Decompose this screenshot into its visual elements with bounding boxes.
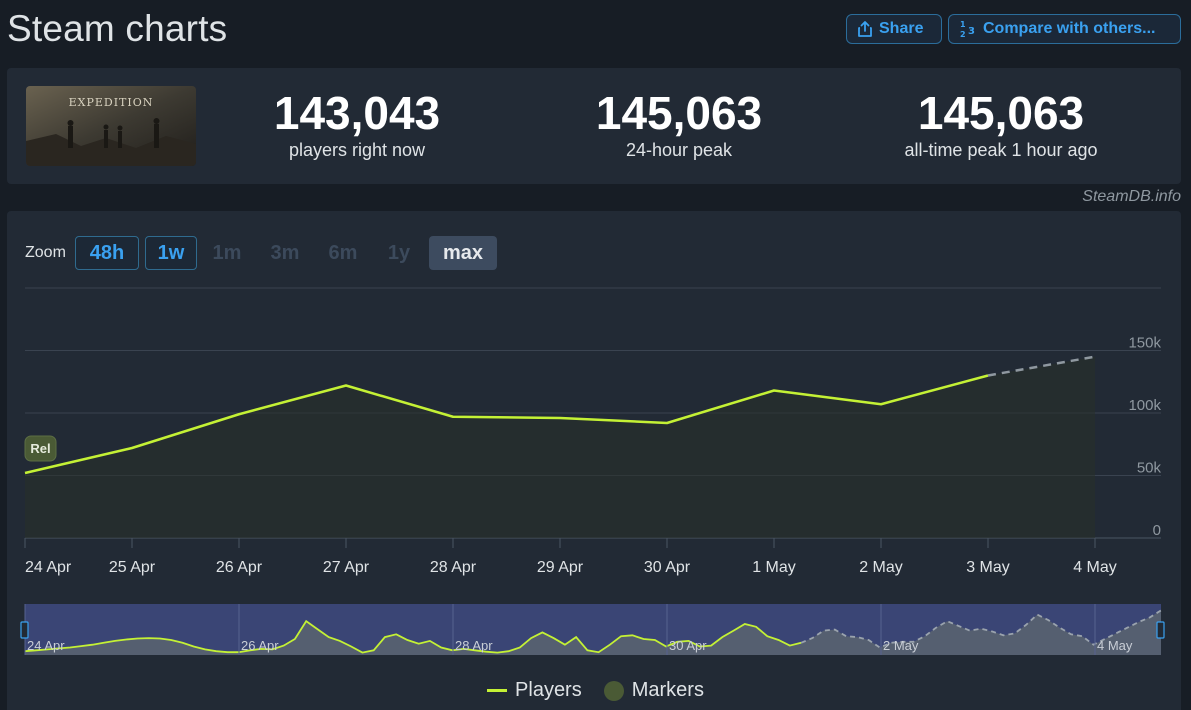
- marker-badge: [24, 435, 57, 462]
- stats-panel: EXPEDITION 143,043 players right now 145…: [7, 68, 1181, 184]
- players-series: Rel: [24, 355, 1096, 538]
- navigator: 24 Apr 26 Apr 28 Apr 30 Apr 2 May 4 May: [20, 604, 1165, 655]
- stat-24h-peak: 145,063 24-hour peak: [519, 88, 839, 161]
- share-button[interactable]: Share: [846, 14, 942, 44]
- navigator-tick-label: 26 Apr: [241, 638, 279, 653]
- release-marker: Rel: [24, 435, 57, 462]
- brand-label: SteamDB.info: [1082, 188, 1181, 205]
- zoom-1w-button[interactable]: 1w: [145, 236, 197, 270]
- x-tick-label: 1 May: [752, 559, 796, 576]
- navigator-tick-label: 4 May: [1097, 638, 1133, 653]
- zoom-3m-button[interactable]: 3m: [270, 241, 300, 264]
- chart-legend: Players Markers: [0, 679, 1191, 702]
- navigator-tick-label: 24 Apr: [27, 638, 65, 653]
- zoom-max-button[interactable]: max: [429, 236, 497, 270]
- y-tick-label: 0: [1153, 522, 1161, 539]
- x-tick-label: 4 May: [1073, 559, 1117, 576]
- x-tick-label: 3 May: [966, 559, 1010, 576]
- share-label: Share: [879, 20, 924, 37]
- game-capsule-image[interactable]: EXPEDITION: [26, 86, 196, 166]
- compare-label: Compare with others...: [983, 20, 1156, 37]
- compare-icon: 1 2 3: [960, 20, 975, 39]
- navigator-tick-label: 28 Apr: [455, 638, 493, 653]
- legend-markers[interactable]: Markers: [603, 679, 704, 702]
- zoom-1y-button[interactable]: 1y: [387, 241, 411, 264]
- navigator-line: [24, 619, 802, 654]
- navigator-tick-label: 2 May: [883, 638, 919, 653]
- svg-text:2: 2: [960, 30, 966, 39]
- navigator-forecast-line: [800, 609, 1162, 649]
- compare-button[interactable]: 1 2 3 Compare with others...: [948, 14, 1181, 44]
- y-axis-ticks: 0 50k 100k 150k: [1128, 335, 1161, 540]
- marker-label: Rel: [30, 441, 50, 456]
- svg-text:3: 3: [968, 26, 975, 37]
- legend-players[interactable]: Players: [487, 679, 582, 702]
- navigator-area: [25, 610, 1161, 655]
- markers-swatch: [603, 680, 624, 701]
- players-swatch: [487, 689, 508, 692]
- svg-text:1: 1: [960, 20, 966, 29]
- x-tick-label: 26 Apr: [216, 559, 263, 576]
- zoom-1m-button[interactable]: 1m: [212, 241, 242, 264]
- x-tick-label: 28 Apr: [430, 559, 477, 576]
- page-title: Steam charts: [7, 8, 228, 49]
- x-tick-label: 24 Apr: [25, 559, 72, 576]
- stat-value: 143,043: [273, 87, 441, 139]
- x-tick-label: 25 Apr: [109, 559, 156, 576]
- navigator-left-handle[interactable]: [20, 621, 29, 639]
- navigator-tick-label: 30 Apr: [669, 638, 707, 653]
- x-tick-label: 27 Apr: [323, 559, 370, 576]
- legend-markers-label: Markers: [631, 679, 704, 701]
- game-title-logo: EXPEDITION: [69, 96, 154, 109]
- zoom-6m-button[interactable]: 6m: [328, 241, 358, 264]
- players-area: [25, 356, 1095, 538]
- stat-label: 24-hour peak: [625, 140, 733, 160]
- x-tick-label: 30 Apr: [644, 559, 691, 576]
- stat-label: all-time peak 1 hour ago: [904, 140, 1098, 160]
- zoom-48h-button[interactable]: 48h: [75, 236, 139, 270]
- y-tick-label: 150k: [1128, 335, 1161, 352]
- stat-value: 145,063: [595, 87, 763, 139]
- zoom-label: Zoom: [25, 244, 66, 261]
- stat-all-time-peak: 145,063 all-time peak 1 hour ago: [841, 88, 1161, 161]
- forecast-line: [987, 355, 1096, 377]
- y-tick-label: 50k: [1137, 460, 1162, 477]
- x-tick-label: 2 May: [859, 559, 903, 576]
- players-line: [24, 374, 989, 475]
- navigator-right-handle[interactable]: [1156, 621, 1165, 639]
- x-tick-label: 29 Apr: [537, 559, 584, 576]
- x-axis-ticks: 24 Apr 25 Apr 26 Apr 27 Apr 28 Apr 29 Apr 30 A…: [24, 538, 1117, 576]
- stat-players-now: 143,043 players right now: [197, 88, 517, 161]
- stat-label: players right now: [288, 140, 426, 160]
- y-tick-label: 100k: [1128, 397, 1161, 414]
- share-icon: [858, 21, 872, 37]
- stat-value: 145,063: [917, 87, 1085, 139]
- legend-players-label: Players: [515, 679, 582, 701]
